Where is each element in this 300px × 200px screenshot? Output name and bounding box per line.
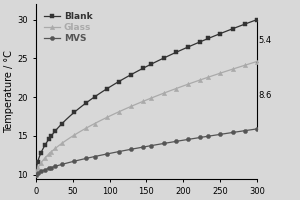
- MVS: [141, 146, 145, 148]
- Glass: [54, 147, 57, 149]
- MVS: [255, 128, 259, 130]
- Blank: [137, 69, 141, 71]
- Blank: [141, 67, 145, 69]
- Blank: [34, 173, 38, 176]
- Blank: [255, 18, 259, 21]
- Line: Blank: Blank: [34, 18, 259, 177]
- MVS: [34, 173, 38, 176]
- Glass: [52, 148, 56, 151]
- Glass: [255, 60, 259, 63]
- Y-axis label: Temperature / °C: Temperature / °C: [4, 50, 14, 133]
- Legend: Blank, Glass, MVS: Blank, Glass, MVS: [40, 9, 96, 47]
- Glass: [141, 100, 145, 102]
- Blank: [52, 131, 56, 134]
- Blank: [247, 21, 250, 24]
- MVS: [52, 165, 56, 168]
- Glass: [137, 102, 141, 104]
- MVS: [247, 129, 250, 131]
- Text: 5.4: 5.4: [258, 36, 272, 45]
- Glass: [227, 69, 230, 72]
- Blank: [54, 130, 57, 132]
- MVS: [227, 132, 230, 134]
- MVS: [137, 147, 141, 149]
- Glass: [34, 173, 38, 176]
- Glass: [247, 63, 250, 65]
- MVS: [54, 165, 57, 167]
- Text: 8.6: 8.6: [258, 91, 272, 100]
- Blank: [227, 29, 230, 32]
- Line: Glass: Glass: [34, 59, 259, 177]
- Line: MVS: MVS: [34, 127, 259, 177]
